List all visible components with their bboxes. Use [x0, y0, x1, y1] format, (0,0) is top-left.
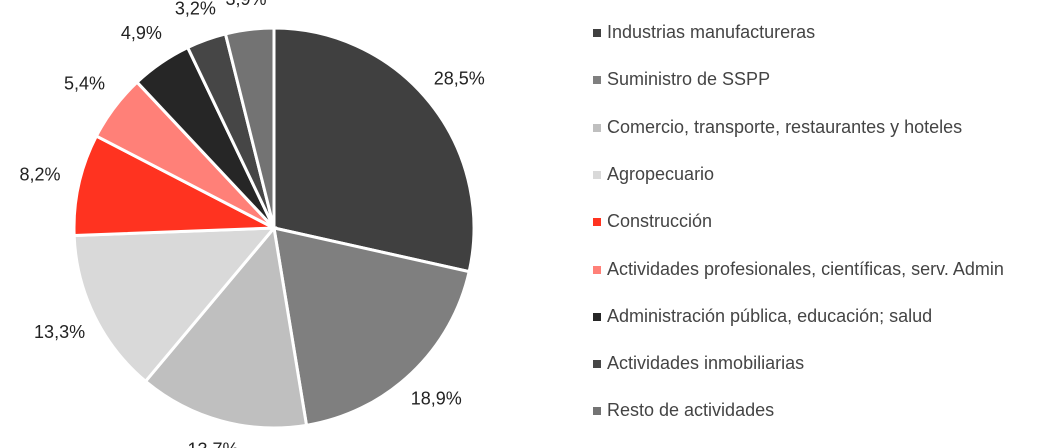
data-label: 3,9%: [225, 0, 266, 9]
legend-item: Administración pública, educación; salud: [593, 306, 1043, 327]
legend-item: Actividades inmobiliarias: [593, 353, 1043, 374]
pie-slice: [223, 26, 276, 229]
legend-swatch: [593, 123, 601, 132]
data-label: 28,5%: [434, 68, 485, 88]
legend-item: Suministro de SSPP: [593, 69, 1043, 90]
legend-item: Comercio, transporte, restaurantes y hot…: [593, 117, 1043, 138]
legend-item: Industrias manufactureras: [593, 22, 1043, 43]
data-label: 13,7%: [187, 440, 238, 448]
legend-label: Resto de actividades: [607, 400, 775, 421]
legend-swatch: [593, 265, 601, 274]
data-label: 18,9%: [411, 388, 462, 408]
legend-label: Industrias manufactureras: [607, 22, 816, 42]
data-label: 4,9%: [121, 23, 162, 43]
legend-swatch: [593, 360, 601, 369]
legend-swatch: [593, 170, 601, 179]
pie-slice: [72, 134, 280, 238]
data-label: 13,3%: [34, 322, 85, 342]
legend-item: Actividades profesionales, científicas, …: [593, 259, 1043, 280]
pie-slice: [143, 224, 309, 430]
data-label: 5,4%: [64, 74, 105, 94]
legend-label: Administración pública, educación; salud: [607, 305, 933, 326]
legend-label: Construcción: [607, 211, 713, 232]
pie-slice: [72, 226, 278, 384]
legend-swatch: [593, 29, 601, 37]
legend-item: Resto de actividades: [593, 400, 1043, 421]
legend-swatch: [593, 312, 601, 321]
legend-label: Actividades profesionales, científicas, …: [607, 258, 1004, 279]
data-label: 8,2%: [20, 164, 61, 184]
pie-slice: [272, 26, 476, 274]
legend-label: Actividades inmobiliarias: [607, 353, 805, 374]
legend-label: Comercio, transporte, restaurantes y hot…: [607, 116, 963, 137]
pie-slice: [272, 226, 471, 428]
legend-swatch: [593, 407, 601, 416]
legend-label: Agropecuario: [607, 163, 715, 184]
data-label: 3,2%: [175, 0, 216, 18]
legend-label: Suministro de SSPP: [607, 69, 771, 90]
legend-swatch: [593, 218, 601, 227]
legend-swatch: [593, 76, 601, 85]
legend-item: Agropecuario: [593, 164, 1043, 185]
legend-item: Construcción: [593, 211, 1043, 232]
